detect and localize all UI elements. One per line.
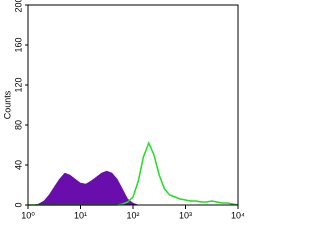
histogram-area [28,170,238,206]
x-tick-label: 10¹ [74,210,87,220]
x-tick-label: 10³ [179,210,192,220]
y-tick-label: 80 [13,120,23,130]
y-tick-label: 120 [13,77,23,92]
y-axis-label: Counts [2,90,12,119]
x-tick-label: 10⁴ [231,210,245,220]
x-tick-label: 10² [126,210,139,220]
plot-frame [27,4,239,206]
y-tick-label: 0 [13,202,23,207]
y-tick-label: 40 [13,160,23,170]
page: {"chart_data": {"type": "histogram-overl… [2,0,246,221]
chart: Counts 0 40 80 120 160 200 10⁰ 10¹ 10² 10³ 10⁴ [2,0,245,220]
y-tick-label: 200 [13,0,23,13]
x-tick-label: 10⁰ [21,210,35,220]
y-tick-label: 160 [13,37,23,52]
